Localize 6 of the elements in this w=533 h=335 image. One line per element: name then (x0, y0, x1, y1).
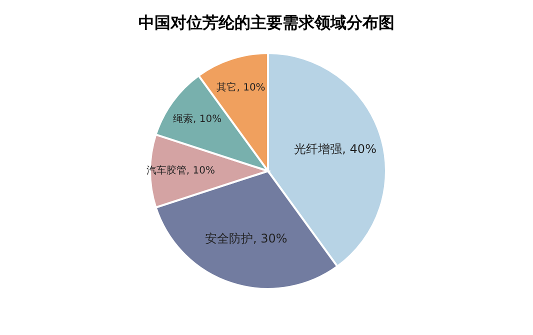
slice-label: 绳索, 10% (173, 113, 222, 126)
slice-label: 光纤增强, 40% (294, 142, 376, 156)
slice-label: 汽车胶管, 10% (146, 164, 215, 176)
slice-label: 其它, 10% (216, 81, 266, 94)
slice-label: 安全防护, 30% (204, 231, 288, 246)
chart-title: 中国对位芳纶的主要需求领域分布图 (138, 12, 396, 34)
